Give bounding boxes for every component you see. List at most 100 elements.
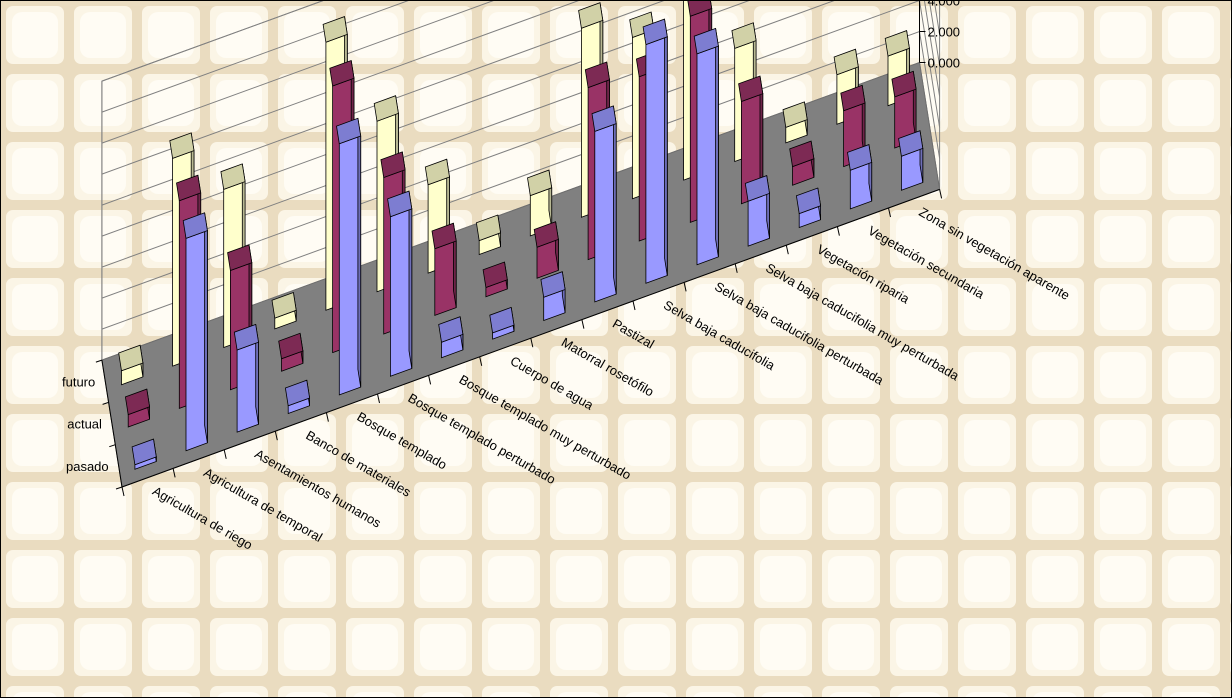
bar-top xyxy=(380,151,406,179)
gridline xyxy=(101,1,941,268)
bar-top xyxy=(336,117,362,145)
bar-front xyxy=(389,208,413,377)
category-tick xyxy=(836,226,840,236)
bar-top xyxy=(131,438,157,466)
bar-front xyxy=(434,240,457,316)
value-tick-label: 0.000 xyxy=(928,56,961,71)
bar-front xyxy=(747,192,770,247)
bar-front xyxy=(696,45,719,266)
bar xyxy=(591,105,617,303)
bar xyxy=(533,221,559,279)
category-tick xyxy=(785,245,789,255)
bar-top xyxy=(329,59,355,87)
category-tick xyxy=(325,412,329,422)
bar xyxy=(789,140,815,186)
bar-group xyxy=(118,1,924,470)
bar xyxy=(795,187,822,229)
bar-top xyxy=(182,212,208,239)
category-tick xyxy=(632,300,636,311)
bar-top xyxy=(533,221,559,248)
value-tick-label: 2.000 xyxy=(928,25,961,40)
bar-top xyxy=(169,132,195,159)
category-tick xyxy=(274,431,278,441)
gridline xyxy=(101,1,941,299)
bar-front xyxy=(236,341,259,433)
bar-top xyxy=(489,306,515,334)
bar-top xyxy=(475,214,502,242)
bar xyxy=(898,130,924,191)
bar-top xyxy=(278,332,304,360)
bar-side xyxy=(664,19,668,276)
bar-top xyxy=(687,1,713,17)
bar xyxy=(431,222,457,316)
bar-top xyxy=(738,75,764,103)
series-tick xyxy=(115,486,123,490)
series-label: actual xyxy=(67,417,102,432)
series-tick xyxy=(102,401,109,405)
bar-top xyxy=(424,158,450,186)
bar-top xyxy=(795,187,822,215)
bar-top xyxy=(884,30,910,57)
bar xyxy=(271,291,297,330)
category-tick xyxy=(530,338,534,348)
bar-side xyxy=(204,212,208,443)
series-tick xyxy=(95,359,103,363)
bar xyxy=(693,27,719,266)
bar-top xyxy=(527,169,553,197)
bar-front xyxy=(185,230,208,452)
bar xyxy=(489,306,515,340)
category-tick xyxy=(172,468,176,478)
bar xyxy=(438,316,464,359)
category-tick xyxy=(939,189,943,199)
bar-top xyxy=(744,175,770,202)
bar-top xyxy=(322,16,348,43)
category-tick xyxy=(888,207,891,218)
bar-top xyxy=(124,388,151,416)
bar-top xyxy=(693,27,719,55)
bar-top xyxy=(891,70,917,98)
category-tick xyxy=(581,319,585,329)
bar xyxy=(891,70,917,149)
bar xyxy=(233,323,259,433)
bar-top xyxy=(642,18,668,46)
category-tick xyxy=(683,282,687,292)
series-tick xyxy=(109,444,116,448)
bar-top xyxy=(118,344,144,372)
bar xyxy=(118,344,144,386)
bar xyxy=(744,175,770,247)
bar-top xyxy=(284,379,311,407)
bar-front xyxy=(338,135,362,396)
series-label: futuro xyxy=(62,374,95,389)
bar-top xyxy=(220,163,246,190)
bar xyxy=(527,169,553,237)
bar-top xyxy=(227,244,253,272)
category-tick xyxy=(121,486,125,497)
category-tick xyxy=(377,393,380,404)
category-tick xyxy=(428,375,432,385)
bar-top xyxy=(176,174,202,202)
axes xyxy=(95,1,943,497)
bar-top xyxy=(233,323,259,351)
gridline xyxy=(101,1,494,144)
bar-top xyxy=(578,2,604,29)
bar-top xyxy=(833,48,859,76)
bar xyxy=(482,261,508,298)
bar-top xyxy=(373,95,399,122)
category-tick xyxy=(734,263,738,273)
bar-top xyxy=(387,190,413,218)
bar-side xyxy=(408,191,413,369)
value-tick-label: 4.000 xyxy=(928,1,961,9)
category-tick xyxy=(223,449,227,459)
bar-front xyxy=(645,36,668,284)
bar-top xyxy=(584,61,610,89)
bar-top xyxy=(540,271,566,298)
bar-top xyxy=(789,140,815,168)
bar xyxy=(738,75,764,205)
category-tick xyxy=(479,356,483,366)
bar xyxy=(131,438,157,470)
bar xyxy=(642,18,668,284)
bar-top xyxy=(591,105,617,132)
bar xyxy=(782,101,808,144)
